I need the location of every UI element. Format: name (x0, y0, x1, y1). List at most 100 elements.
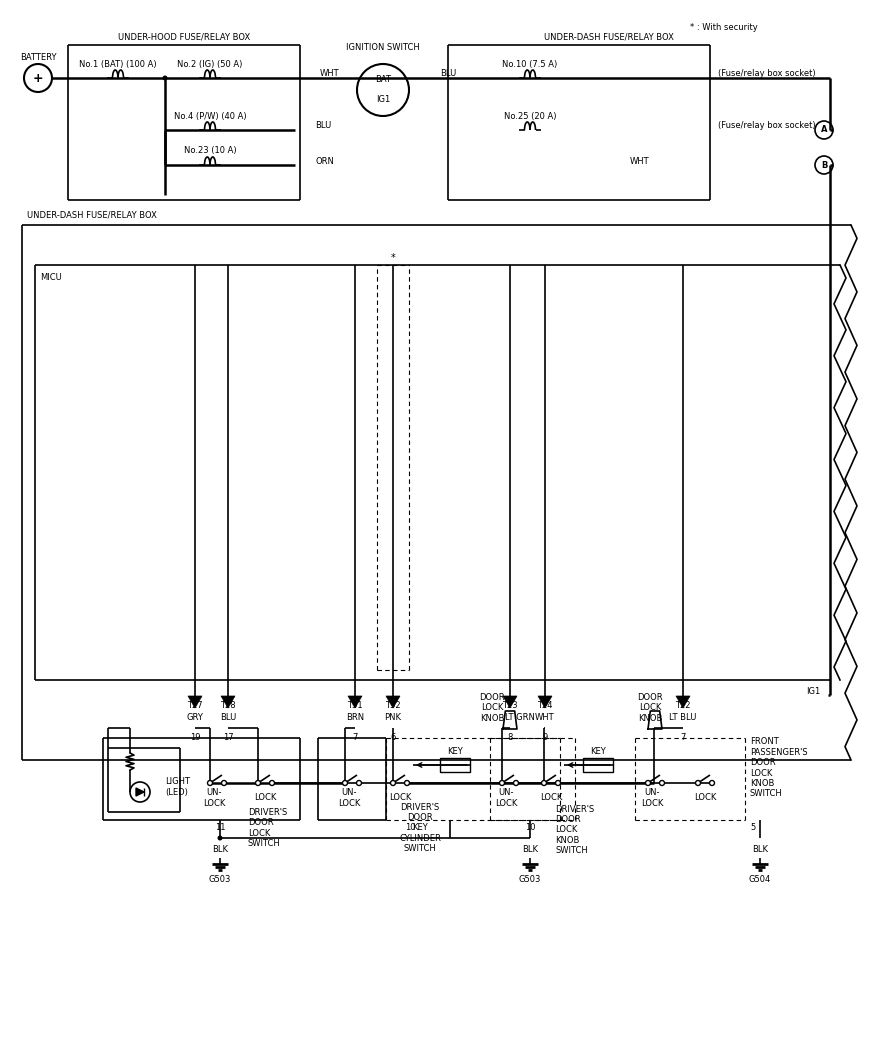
Text: BLK: BLK (212, 845, 228, 854)
Text: UNDER-DASH FUSE/RELAY BOX: UNDER-DASH FUSE/RELAY BOX (544, 32, 674, 41)
Text: KEY: KEY (447, 747, 463, 756)
Text: 10: 10 (405, 823, 416, 833)
Circle shape (217, 836, 223, 841)
Text: LOCK: LOCK (254, 793, 276, 803)
Text: G503: G503 (209, 875, 231, 885)
Text: 9: 9 (542, 733, 547, 742)
Polygon shape (386, 696, 400, 708)
Circle shape (404, 781, 409, 785)
Polygon shape (188, 696, 202, 708)
Text: BAT: BAT (375, 76, 391, 84)
Text: UN-
LOCK: UN- LOCK (338, 788, 361, 808)
Text: IGNITION SWITCH: IGNITION SWITCH (346, 44, 420, 53)
Text: No.1 (BAT) (100 A): No.1 (BAT) (100 A) (79, 59, 157, 68)
Circle shape (659, 781, 664, 785)
Circle shape (696, 781, 700, 785)
Text: IG1: IG1 (806, 688, 820, 697)
Polygon shape (538, 696, 552, 708)
Circle shape (256, 781, 260, 785)
Bar (440, 758, 470, 772)
Circle shape (162, 76, 168, 81)
Circle shape (130, 782, 150, 802)
Circle shape (710, 781, 714, 785)
Circle shape (815, 121, 833, 139)
Text: B: B (821, 161, 828, 169)
Text: ORN: ORN (315, 157, 333, 166)
Text: WHT: WHT (630, 157, 650, 166)
Text: KEY: KEY (590, 747, 606, 756)
Text: No.23 (10 A): No.23 (10 A) (183, 146, 237, 156)
Text: 5: 5 (750, 823, 755, 833)
Circle shape (645, 781, 650, 785)
Text: 17: 17 (223, 733, 233, 742)
Circle shape (390, 781, 395, 785)
Text: 7: 7 (353, 733, 358, 742)
Circle shape (222, 781, 226, 785)
Text: BLK: BLK (752, 845, 768, 854)
Text: (Fuse/relay box socket): (Fuse/relay box socket) (718, 69, 815, 79)
Circle shape (499, 781, 505, 785)
Text: IG1: IG1 (376, 95, 390, 105)
Text: LT BLU: LT BLU (670, 713, 697, 723)
Text: A: A (821, 125, 828, 135)
Text: DOOR
LOCK
KNOB: DOOR LOCK KNOB (479, 693, 505, 723)
Circle shape (270, 781, 274, 785)
Text: DRIVER'S
DOOR
KEY
CYLINDER
SWITCH: DRIVER'S DOOR KEY CYLINDER SWITCH (399, 803, 441, 853)
Text: *: * (390, 253, 395, 263)
Text: 8: 8 (507, 733, 512, 742)
Text: UN-
LOCK: UN- LOCK (641, 788, 663, 808)
Text: BRN: BRN (346, 713, 364, 723)
Polygon shape (136, 788, 144, 796)
Circle shape (815, 156, 833, 174)
Text: 10: 10 (525, 823, 535, 833)
Text: No.25 (20 A): No.25 (20 A) (504, 112, 556, 120)
Text: 7: 7 (680, 733, 685, 742)
Text: 11: 11 (215, 823, 225, 833)
Text: LT GRN: LT GRN (505, 713, 535, 723)
Circle shape (24, 64, 52, 92)
Polygon shape (676, 696, 690, 708)
Text: * : With security: * : With security (690, 24, 758, 32)
Circle shape (404, 781, 409, 785)
Text: 19: 19 (189, 733, 200, 742)
Text: G503: G503 (519, 875, 541, 885)
Circle shape (513, 781, 519, 785)
Text: WHT: WHT (320, 69, 340, 79)
Circle shape (208, 781, 212, 785)
Text: No.10 (7.5 A): No.10 (7.5 A) (502, 59, 558, 68)
Text: FRONT
PASSENGER'S
DOOR
LOCK
KNOB
SWITCH: FRONT PASSENGER'S DOOR LOCK KNOB SWITCH (750, 737, 808, 798)
Text: T23: T23 (502, 701, 518, 710)
Text: DRIVER'S
DOOR
LOCK
KNOB
SWITCH: DRIVER'S DOOR LOCK KNOB SWITCH (555, 805, 595, 856)
Polygon shape (221, 696, 235, 708)
Text: T28: T28 (220, 701, 236, 710)
Text: PNK: PNK (384, 713, 402, 723)
Text: UN-
LOCK: UN- LOCK (203, 788, 225, 808)
Text: T27: T27 (187, 701, 203, 710)
Circle shape (541, 781, 546, 785)
Text: UNDER-DASH FUSE/RELAY BOX: UNDER-DASH FUSE/RELAY BOX (27, 211, 157, 220)
Text: LOCK: LOCK (694, 793, 716, 803)
Text: LIGHT
(LED): LIGHT (LED) (165, 778, 190, 796)
Circle shape (270, 781, 274, 785)
Text: No.2 (IG) (50 A): No.2 (IG) (50 A) (177, 59, 243, 68)
Text: BATTERY: BATTERY (20, 54, 56, 62)
Text: T31: T31 (347, 701, 363, 710)
Circle shape (342, 781, 347, 785)
Text: T32: T32 (385, 701, 401, 710)
Circle shape (357, 64, 409, 116)
Text: (Fuse/relay box socket): (Fuse/relay box socket) (718, 121, 815, 131)
Polygon shape (503, 696, 517, 708)
Text: No.4 (P/W) (40 A): No.4 (P/W) (40 A) (174, 112, 246, 120)
Text: BLU: BLU (315, 121, 331, 131)
Text: UNDER-HOOD FUSE/RELAY BOX: UNDER-HOOD FUSE/RELAY BOX (118, 32, 251, 41)
Text: T24: T24 (537, 701, 553, 710)
Text: GRY: GRY (187, 713, 203, 723)
Text: WHT: WHT (535, 713, 555, 723)
Text: UN-
LOCK: UN- LOCK (495, 788, 517, 808)
Text: DRIVER'S
DOOR
LOCK
SWITCH: DRIVER'S DOOR LOCK SWITCH (248, 808, 287, 848)
Text: BLK: BLK (522, 845, 538, 854)
Circle shape (555, 781, 560, 785)
Text: G504: G504 (749, 875, 771, 885)
Text: DOOR
LOCK
KNOB: DOOR LOCK KNOB (637, 693, 663, 723)
Bar (583, 758, 613, 772)
